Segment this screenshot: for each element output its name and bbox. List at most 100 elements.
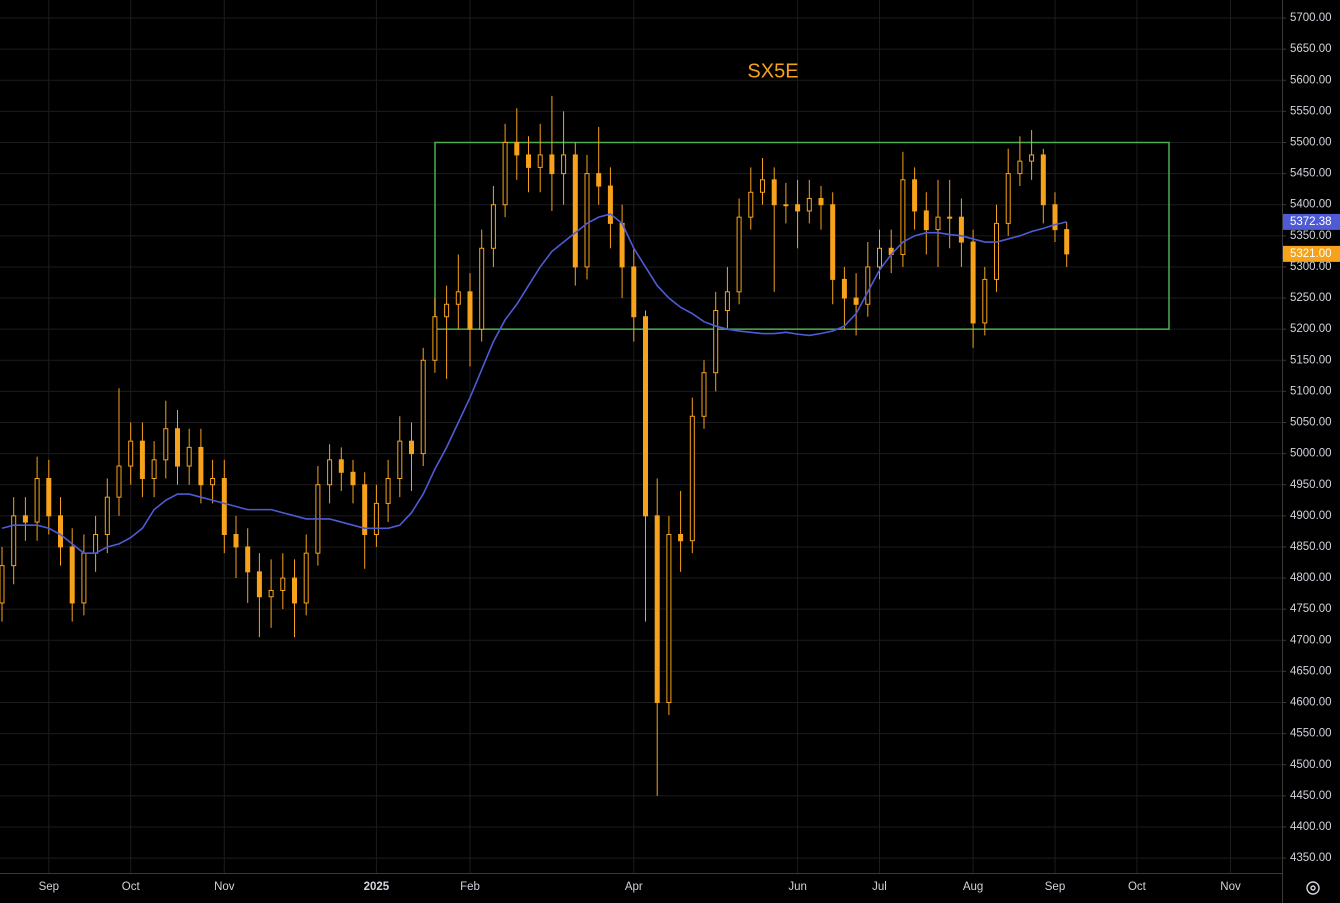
candle-body [490,204,496,249]
candle-body [970,241,976,324]
candle-body [292,577,297,604]
candle-body [549,154,555,175]
candle-body [830,204,836,280]
settings-ring [1306,881,1320,895]
candle-body [93,534,99,554]
axes: 4350.00 4400.00 4450.00 4500.00 4550.00 4600.… [39,12,1340,893]
y-tick-label: 5150.00 [1290,354,1332,366]
candle-body [397,440,403,480]
candle-body [467,291,473,330]
candle-body [689,415,695,542]
candle-body [1005,173,1011,224]
x-tick-label: Oct [122,881,141,893]
candle-body [1064,229,1070,255]
y-tick-label: 5200.00 [1290,323,1332,335]
candle-body [526,154,531,168]
x-tick-label: Oct [1128,881,1147,893]
y-tick-label: 4600.00 [1290,697,1332,709]
candle-body [1017,160,1023,175]
candle-body [771,179,777,206]
price-label-box [1283,213,1340,230]
candle-body [444,303,450,318]
range-box [434,141,1170,330]
settings-icon[interactable] [1306,881,1320,895]
y-tick-label: 5550.00 [1290,105,1332,117]
price-label: 5372.38 [1290,216,1332,228]
candle-body [643,316,648,517]
chart-title: SX5E [747,60,798,82]
x-tick-label: 2025 [364,881,390,893]
candle-body [0,565,5,604]
y-tick-label: 5300.00 [1290,261,1332,273]
candle-body [479,247,485,330]
price-label: 5321.00 [1290,248,1332,260]
candle-body [853,297,859,305]
candle-body [245,546,251,573]
y-tick-label: 5700.00 [1290,12,1332,24]
candle-body [1040,154,1046,206]
candle-body [151,459,157,480]
candle-body [175,428,180,467]
candle-body [654,515,660,704]
y-tick-label: 5050.00 [1290,417,1332,429]
y-tick-label: 4700.00 [1290,634,1332,646]
candle-body [128,440,134,467]
candle-body [584,173,590,268]
y-tick-label: 5250.00 [1290,292,1332,304]
y-tick-label: 4950.00 [1290,479,1332,491]
settings-core [1310,885,1316,891]
candle-body [912,179,918,212]
candle-body [958,216,964,243]
candle-body [935,216,941,231]
candle-body [280,577,286,592]
candle-body [210,478,216,486]
y-tick-label: 4900.00 [1290,510,1332,522]
candle-body [806,197,812,212]
candle-body [303,552,309,604]
candle-body [46,478,52,517]
candle-body [947,216,953,219]
candle-body [701,372,707,417]
candle-body [678,534,684,542]
candle-body [572,154,578,268]
candle-body [69,546,75,604]
candle-body [198,446,204,486]
y-tick-label: 4550.00 [1290,728,1332,740]
candle-body [268,590,274,598]
candle-body [631,266,637,318]
candle-body [233,534,239,548]
y-tick-label: 5100.00 [1290,385,1332,397]
x-tick-label: Aug [963,881,983,893]
x-tick-label: Jul [872,881,887,893]
candle-body [256,571,262,598]
candle-body [186,446,192,467]
y-tick-label: 5000.00 [1290,448,1332,460]
x-tick-label: Nov [214,881,235,893]
x-tick-label: Feb [460,881,480,893]
y-tick-label: 4400.00 [1290,821,1332,833]
candle-body [619,222,625,268]
candle-body [409,440,414,455]
plot [0,95,1170,796]
candle-body [385,478,391,504]
candle-body [1029,154,1035,162]
candle-body [923,210,929,231]
x-tick-label: Sep [39,881,59,893]
y-tick-label: 4350.00 [1290,852,1332,864]
candle-body [116,465,122,498]
y-tick-label: 5350.00 [1290,230,1332,242]
y-tick-label: 5650.00 [1290,43,1332,55]
y-tick-label: 4850.00 [1290,541,1332,553]
candle-body [877,247,882,268]
price-label-box [1283,245,1340,262]
candle-body [841,278,847,299]
y-tick-label: 4450.00 [1290,790,1332,802]
y-tick-label: 4500.00 [1290,759,1332,771]
y-tick-label: 5500.00 [1290,137,1332,149]
candle-body [455,291,461,305]
candle-body [373,502,379,536]
candle-body [34,478,40,523]
x-tick-label: Nov [1220,881,1241,893]
